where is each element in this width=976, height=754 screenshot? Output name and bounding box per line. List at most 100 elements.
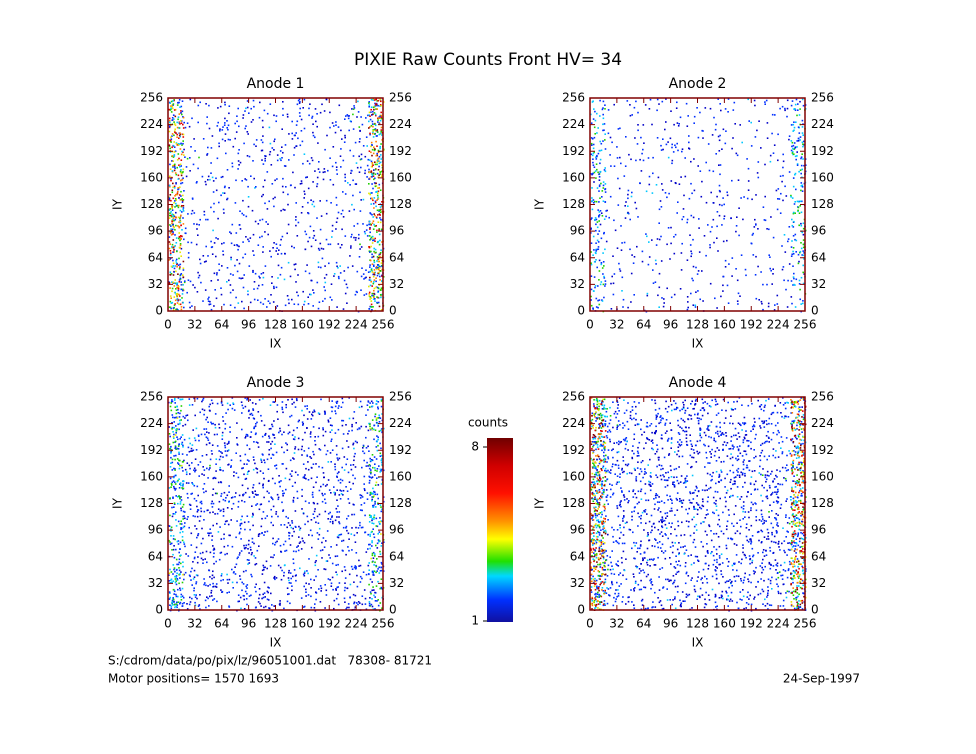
speckle — [203, 469, 206, 471]
speckle — [374, 484, 377, 486]
speckle — [203, 510, 206, 513]
speckle — [335, 589, 337, 591]
speckle — [329, 557, 331, 559]
speckle — [174, 229, 176, 231]
speckle — [196, 505, 198, 508]
speckle — [757, 265, 759, 268]
speckle — [186, 518, 188, 520]
speckle — [195, 182, 198, 184]
speckle — [371, 427, 373, 429]
speckle — [178, 279, 181, 281]
speckle — [797, 126, 800, 128]
speckle — [350, 565, 353, 568]
speckle — [374, 415, 376, 418]
speckle — [294, 575, 297, 577]
speckle — [378, 116, 381, 118]
speckle — [213, 562, 215, 565]
speckle — [630, 195, 633, 198]
speckle — [261, 284, 264, 286]
speckle — [224, 427, 226, 430]
speckle — [335, 544, 338, 546]
speckle — [306, 427, 308, 429]
speckle — [200, 433, 203, 436]
speckle — [678, 183, 681, 185]
speckle — [369, 425, 371, 428]
speckle — [802, 222, 805, 225]
speckle — [272, 401, 274, 403]
speckle — [615, 598, 617, 600]
speckle — [267, 599, 270, 601]
speckle — [377, 502, 379, 505]
speckle — [377, 406, 379, 408]
speckle — [373, 146, 375, 149]
speckle — [616, 157, 619, 159]
speckle — [280, 266, 283, 269]
speckle — [279, 602, 281, 605]
speckle — [594, 110, 596, 113]
speckle — [181, 182, 184, 184]
speckle — [232, 274, 234, 276]
speckle — [754, 274, 757, 276]
speckle — [182, 194, 184, 197]
speckle — [720, 553, 723, 555]
speckle — [229, 231, 231, 233]
speckle — [383, 427, 385, 430]
speckle — [287, 432, 290, 435]
speckle — [211, 246, 214, 248]
speckle — [281, 128, 283, 130]
speckle — [182, 171, 184, 173]
speckle — [270, 427, 272, 430]
speckle — [169, 252, 172, 254]
speckle — [604, 133, 606, 135]
speckle — [368, 235, 371, 237]
speckle — [347, 471, 350, 474]
speckle — [374, 491, 376, 493]
speckle — [226, 443, 229, 445]
speckle — [173, 475, 175, 478]
speckle — [202, 138, 205, 140]
speckle — [358, 559, 360, 562]
speckle — [186, 157, 189, 160]
speckle — [798, 170, 800, 173]
speckle — [336, 489, 338, 491]
speckle — [689, 244, 692, 246]
speckle — [590, 142, 593, 145]
speckle — [685, 486, 687, 488]
speckle — [791, 224, 794, 227]
speckle — [169, 466, 172, 468]
speckle — [212, 488, 215, 490]
speckle — [172, 441, 175, 444]
speckle — [177, 563, 180, 566]
speckle — [174, 167, 176, 170]
speckle — [171, 107, 174, 110]
speckle — [177, 174, 180, 177]
speckle — [599, 223, 602, 226]
speckle — [182, 446, 184, 448]
speckle — [180, 281, 182, 283]
speckle — [237, 500, 240, 503]
speckle — [379, 132, 382, 135]
speckle — [598, 299, 601, 301]
speckle — [196, 223, 198, 226]
speckle — [317, 266, 320, 268]
speckle — [243, 544, 245, 547]
speckle — [256, 421, 258, 424]
speckle — [177, 520, 180, 523]
speckle — [790, 140, 793, 142]
speckle — [369, 535, 371, 537]
speckle — [590, 547, 592, 550]
speckle — [366, 164, 369, 167]
speckle — [178, 451, 180, 454]
speckle — [374, 225, 376, 227]
speckle — [186, 462, 189, 464]
speckle — [656, 137, 659, 139]
speckle — [171, 209, 174, 211]
speckle — [620, 249, 623, 251]
speckle — [291, 520, 293, 522]
speckle — [598, 230, 601, 232]
speckle — [627, 306, 629, 309]
speckle — [747, 98, 749, 101]
speckle — [174, 575, 176, 578]
speckle — [673, 123, 675, 126]
speckle — [181, 198, 183, 200]
